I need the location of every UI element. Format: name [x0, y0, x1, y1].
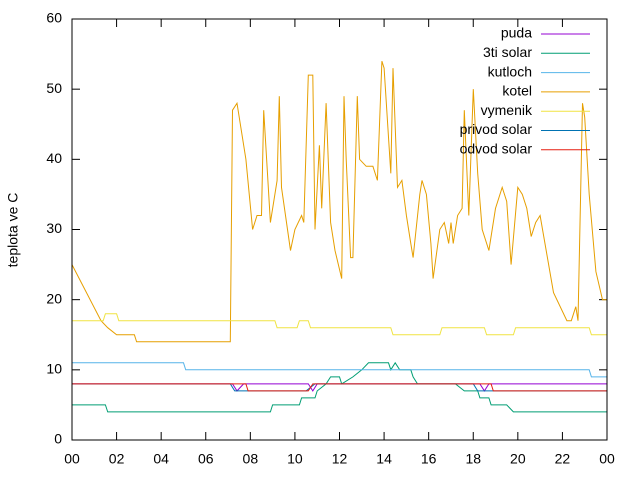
series-line [72, 383, 607, 392]
series-line [72, 383, 607, 392]
y-axis-label: teplota ve C [5, 193, 21, 268]
series-line [71, 60, 607, 343]
series-line [72, 362, 607, 378]
legend-label: privod solar [460, 121, 533, 137]
x-tick-label: 04 [153, 451, 169, 467]
x-tick-label: 08 [243, 451, 259, 467]
legend-label: kotel [502, 83, 532, 99]
legend-label: kutloch [488, 63, 532, 79]
x-tick-label: 20 [510, 451, 526, 467]
plot-border [71, 18, 608, 441]
series-line [72, 361, 607, 413]
legend-label: vymenik [481, 102, 533, 118]
x-tick-label: 00 [64, 451, 80, 467]
x-tick-label: 18 [465, 451, 481, 467]
y-tick-label: 20 [46, 290, 62, 306]
y-tick-label: 60 [46, 10, 62, 26]
x-tick-label: 06 [198, 451, 214, 467]
x-tick-label: 22 [555, 451, 571, 467]
legend-label: odvod solar [460, 141, 533, 157]
legend-label: puda [501, 25, 532, 41]
series-line [72, 313, 607, 336]
y-tick-label: 10 [46, 361, 62, 377]
x-tick-label: 00 [599, 451, 615, 467]
y-tick-label: 50 [46, 80, 62, 96]
series-line [72, 383, 607, 392]
x-tick-label: 12 [332, 451, 348, 467]
y-tick-label: 30 [46, 220, 62, 236]
x-tick-label: 10 [287, 451, 303, 467]
x-tick-label: 16 [421, 451, 437, 467]
y-tick-label: 40 [46, 150, 62, 166]
x-tick-label: 02 [109, 451, 125, 467]
y-tick-label: 0 [54, 431, 62, 447]
x-tick-label: 14 [376, 451, 392, 467]
legend-label: 3ti solar [483, 44, 532, 60]
